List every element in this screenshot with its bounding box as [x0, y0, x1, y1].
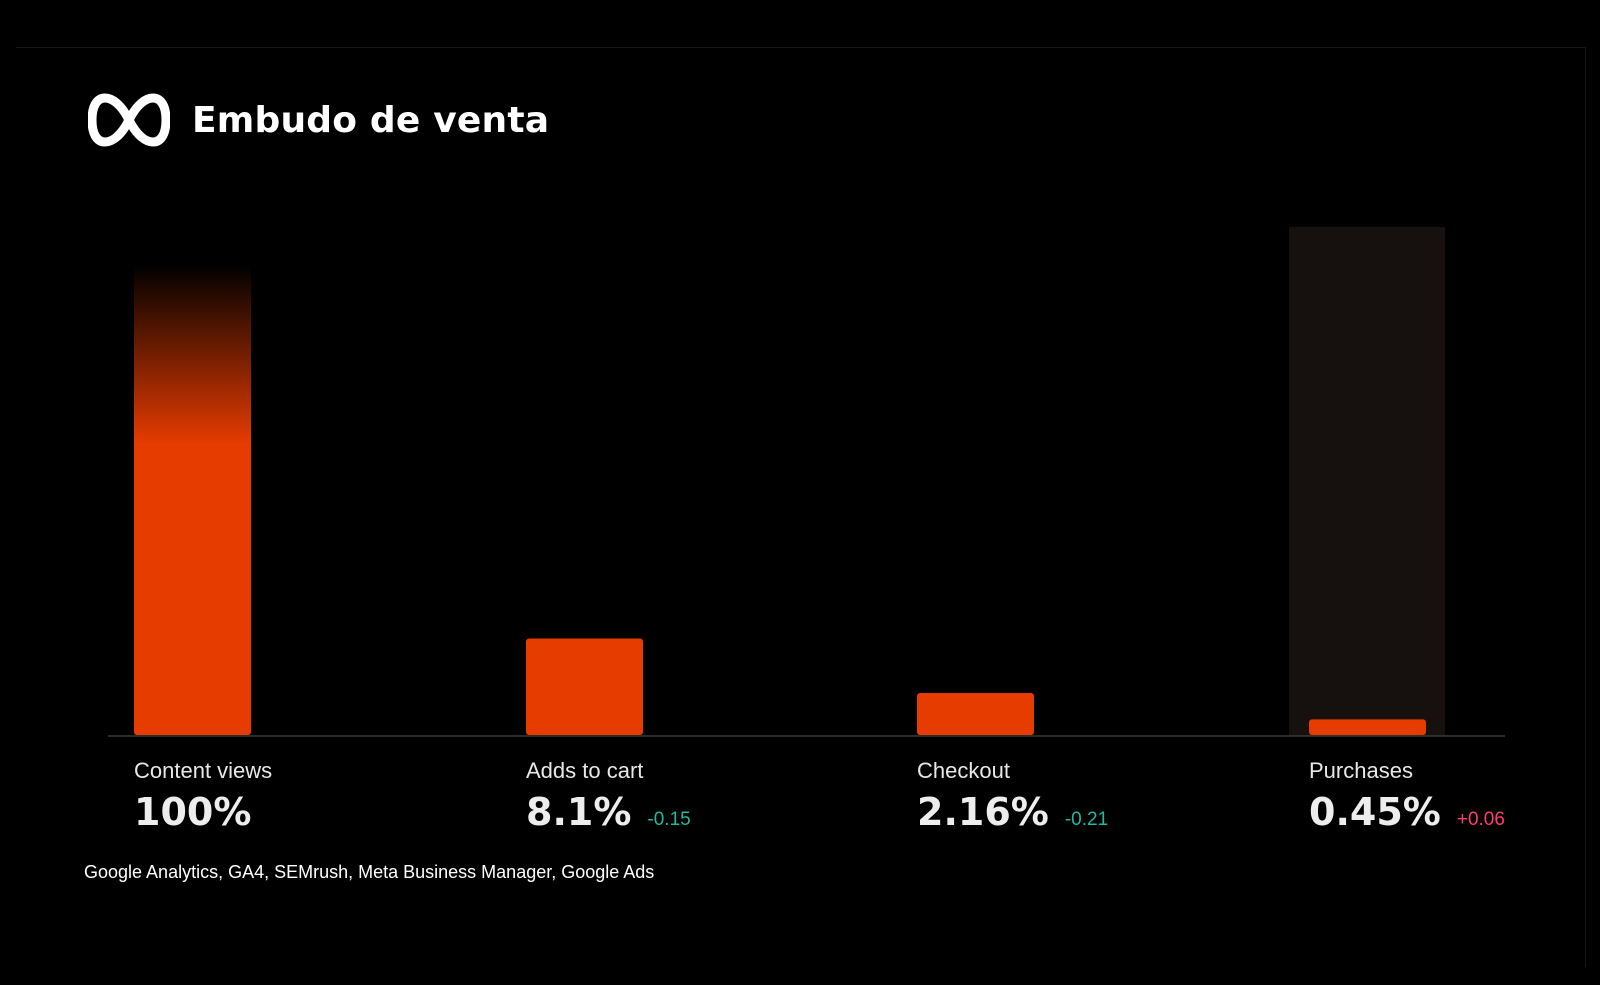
chart-header: Embudo de venta — [88, 92, 549, 148]
bar-purchases — [1309, 719, 1426, 735]
chart-frame — [16, 47, 1586, 967]
bars — [134, 265, 1426, 735]
value-label: 0.45% — [1309, 790, 1441, 834]
bar-content-views — [134, 265, 251, 735]
stage-value-content-views: 100% — [134, 790, 251, 834]
stage-value-purchases: 0.45% +0.06 — [1309, 790, 1505, 834]
bar-adds-to-cart — [526, 638, 643, 735]
source-note: Google Analytics, GA4, SEMrush, Meta Bus… — [84, 862, 655, 882]
stage-label-adds-to-cart: Adds to cart — [526, 758, 644, 783]
value-label: 2.16% — [917, 790, 1049, 834]
bar-checkout — [917, 693, 1034, 735]
delta-label: +0.06 — [1456, 809, 1505, 830]
stage-label-content-views: Content views — [134, 758, 273, 783]
stage-label-checkout: Checkout — [917, 758, 1010, 783]
value-label: 8.1% — [526, 790, 632, 834]
highlight-column-purchases — [1289, 227, 1445, 736]
delta-label: -0.21 — [1064, 809, 1109, 830]
stage-value-checkout: 2.16% -0.21 — [917, 790, 1108, 834]
stage-value-adds-to-cart: 8.1% -0.15 — [526, 790, 691, 834]
delta-label: -0.15 — [647, 809, 691, 830]
chart-title: Embudo de venta — [192, 99, 550, 141]
value-label: 100% — [134, 790, 252, 834]
stage-label-purchases: Purchases — [1309, 758, 1413, 783]
meta-logo-icon — [88, 92, 170, 148]
